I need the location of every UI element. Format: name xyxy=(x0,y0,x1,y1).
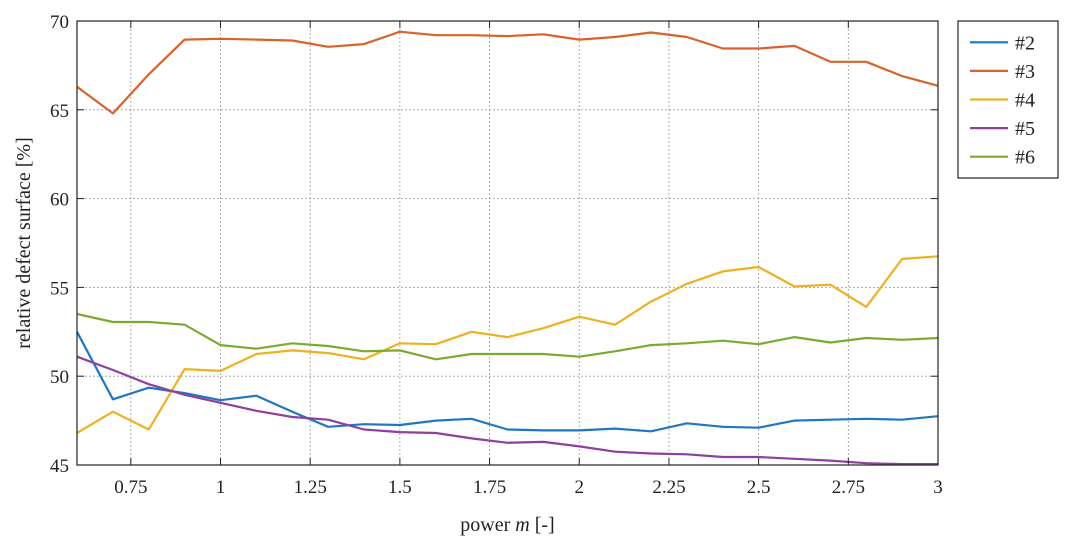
x-tick-label: 2.5 xyxy=(747,477,771,498)
y-tick-label: 65 xyxy=(50,101,69,122)
series-line-3 xyxy=(76,30,939,115)
y-tick-label: 70 xyxy=(50,12,69,33)
series-line-4 xyxy=(76,255,939,434)
x-axis-title-variable: m xyxy=(515,514,529,536)
y-axis-ticks: 45 50 55 60 65 70 xyxy=(50,12,938,477)
x-tick-label: 1.5 xyxy=(388,477,412,498)
legend-label-5: #5 xyxy=(1015,118,1035,140)
x-tick-label: 2 xyxy=(575,477,585,498)
legend-label-4: #4 xyxy=(1015,90,1035,112)
x-axis-title-prefix: power xyxy=(460,514,515,536)
x-tick-label: 1 xyxy=(216,477,226,498)
y-tick-label: 45 xyxy=(50,456,69,477)
series-line-5 xyxy=(76,355,938,466)
series-line-2 xyxy=(76,331,939,433)
series-lines xyxy=(76,30,939,466)
legend-label-3: #3 xyxy=(1015,61,1035,83)
y-axis-title: relative defect surface [%] xyxy=(13,137,35,349)
x-tick-label: 0.75 xyxy=(114,477,147,498)
plot-frame xyxy=(76,20,939,466)
y-tick-label: 55 xyxy=(50,278,69,299)
legend: #2 #3 #4 #5 #6 xyxy=(957,20,1059,179)
x-tick-label: 1.25 xyxy=(294,477,327,498)
x-tick-label: 3 xyxy=(933,477,943,498)
legend-label-6: #6 xyxy=(1015,147,1035,169)
series-line-6 xyxy=(76,312,939,361)
x-axis-title-suffix: [-] xyxy=(530,514,555,536)
x-tick-label: 2.25 xyxy=(652,477,685,498)
x-tick-label: 1.75 xyxy=(473,477,506,498)
x-axis-ticks: 0.75 1 1.25 1.5 1.75 2 2.25 2.5 2.75 3 xyxy=(114,21,943,498)
y-tick-label: 60 xyxy=(50,190,69,211)
y-tick-label: 50 xyxy=(50,367,69,388)
x-axis-title: power m [-] xyxy=(460,514,554,536)
legend-label-2: #2 xyxy=(1015,32,1035,54)
x-tick-label: 2.75 xyxy=(832,477,865,498)
